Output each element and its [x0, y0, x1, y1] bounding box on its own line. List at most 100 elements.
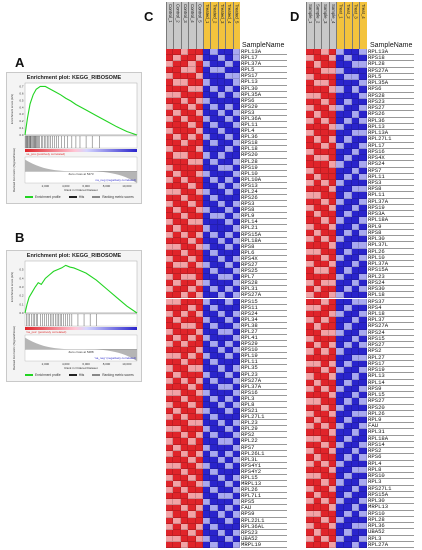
gene-label: RPL36A: [241, 116, 287, 123]
heatmap-cell: [351, 454, 360, 461]
heatmap-cell: [203, 61, 211, 68]
heatmap-cell: [344, 92, 352, 99]
heatmap-cell: [180, 219, 189, 226]
heatmap-cell: [173, 225, 181, 232]
heatmap-cell: [313, 354, 322, 361]
heatmap-cell: [336, 360, 344, 368]
heatmap-cell: [336, 67, 344, 74]
heatmap-cell: [359, 167, 367, 174]
heatmap-cell: [344, 460, 352, 467]
heatmap-cell: [188, 341, 196, 348]
heatmap-cell: [217, 335, 226, 342]
heatmap-cell: [232, 408, 240, 415]
heatmap-cell: [173, 188, 181, 196]
heatmap-cell: [203, 377, 211, 384]
heatmap-cell: [166, 280, 174, 287]
heatmap-cell: [359, 61, 367, 68]
heatmap-cell: [217, 158, 226, 165]
heatmap-cell: [188, 97, 196, 104]
heatmap-cell: [225, 182, 233, 189]
column-header: Treat_1: [336, 2, 344, 49]
heatmap-cell: [188, 207, 196, 214]
heatmap-cell: [313, 67, 322, 74]
heatmap-cell: [351, 67, 360, 74]
heatmap-cell: [195, 481, 203, 488]
heatmap-cell: [313, 98, 322, 106]
hits-area: [24, 313, 138, 327]
heatmap-cell: [321, 417, 329, 424]
heatmap-cell: [225, 462, 233, 469]
heatmap-cell: [336, 292, 344, 299]
heatmap-cell: [188, 91, 196, 98]
heatmap-cell: [173, 456, 181, 463]
heatmap-cell: [321, 404, 329, 411]
heatmap-cell: [217, 438, 226, 445]
heatmap-cell: [203, 408, 211, 415]
heatmap-cell: [328, 142, 337, 149]
heatmap-cell: [306, 261, 314, 268]
heatmap-cell: [166, 55, 174, 62]
gene-label: RPL37A: [241, 61, 287, 68]
heatmap-cell: [313, 429, 322, 436]
heatmap-cell: [232, 249, 240, 256]
heatmap-cell: [321, 448, 329, 455]
heatmap-cell: [188, 371, 196, 378]
heatmap-cell: [321, 504, 329, 511]
gene-label: RPS17: [368, 361, 414, 368]
heatmap-cell: [225, 359, 233, 366]
heatmap-cell: [203, 420, 211, 427]
heatmap-cell: [217, 73, 226, 80]
heatmap-cell: [180, 188, 189, 196]
heatmap-cell: [328, 392, 337, 399]
heatmap-cell: [188, 535, 196, 542]
heatmap-cell: [328, 179, 337, 187]
heatmap-cell: [166, 523, 174, 530]
heatmap-cell: [210, 255, 218, 262]
heatmap-cell: [173, 517, 181, 524]
heatmap-cell: [210, 85, 218, 92]
heatmap-cell: [173, 438, 181, 445]
heatmap-cell: [173, 170, 181, 177]
heatmap-cell: [203, 371, 211, 378]
heatmap-cell: [203, 237, 211, 244]
heatmap-cell: [195, 128, 203, 135]
heatmap-cell: [210, 61, 218, 68]
heatmap-cell: [173, 91, 181, 98]
heatmap-cell: [313, 304, 322, 311]
heatmap-cell: [180, 414, 189, 421]
heatmap-cell: [313, 367, 322, 374]
column-header-label: Control_1: [168, 4, 173, 23]
heatmap-cell: [336, 317, 344, 324]
heatmap-cell: [359, 504, 367, 511]
heatmap-cell: [188, 237, 196, 244]
heatmap-cell: [359, 404, 367, 411]
heatmap-cell: [195, 517, 203, 524]
heatmap-cell: [166, 213, 174, 220]
heatmap-cell: [180, 450, 189, 457]
heatmap-cell: [195, 499, 203, 506]
heatmap-cell: [328, 248, 337, 255]
heatmap-cell: [344, 304, 352, 311]
heatmap-cell: [217, 408, 226, 415]
heatmap-cell: [166, 195, 174, 202]
heatmap-cell: [166, 462, 174, 469]
heatmap-cell: [225, 103, 233, 110]
heatmap-cell: [225, 219, 233, 226]
heatmap-cell: [180, 207, 189, 214]
heatmap-cell: [180, 134, 189, 141]
heatmap-cell: [306, 211, 314, 218]
heatmap-cell: [225, 195, 233, 202]
heatmap-cell: [217, 347, 226, 354]
heatmap-cell: [225, 468, 233, 475]
heatmap-cell: [232, 243, 240, 250]
heatmap-cell: [195, 146, 203, 153]
heatmap-cell: [217, 328, 226, 335]
gene-label: RPS3: [368, 180, 414, 187]
heatmap-cell: [195, 487, 203, 494]
heatmap-cell: [321, 286, 329, 293]
gene-label: RPL18A: [241, 238, 287, 244]
heatmap-cell: [210, 274, 218, 281]
zero-cross-label: Zero cross at 5473: [68, 172, 93, 176]
heatmap-cell: [328, 261, 337, 268]
heatmap-cell: [344, 379, 352, 386]
